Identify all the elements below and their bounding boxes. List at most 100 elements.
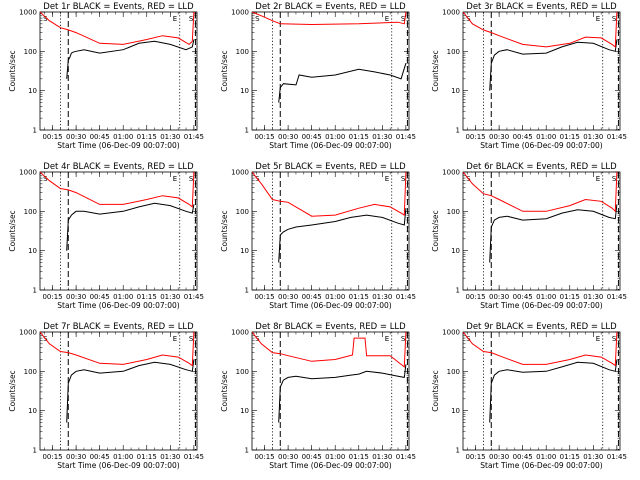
y-tick-label: 100 — [236, 48, 249, 56]
plot-frame — [251, 171, 410, 291]
x-tick-label: 00:15 — [42, 133, 62, 141]
x-tick-label: 00:45 — [302, 293, 322, 301]
x-tick-label: 00:45 — [513, 453, 533, 461]
plot-frame — [462, 11, 621, 131]
y-tick-label: 10 — [240, 407, 249, 415]
marker-label-e: E — [173, 335, 177, 343]
x-tick-label: 01:00 — [536, 133, 556, 141]
x-tick-label: 01:15 — [560, 453, 580, 461]
x-axis-label: Start Time (06-Dec-09 00:07:00) — [269, 141, 391, 150]
marker-label-e: E — [173, 175, 177, 183]
y-axis-label: Counts/sec — [431, 370, 440, 411]
y-tick-label: 10 — [28, 247, 37, 255]
x-tick-label: 01:45 — [396, 293, 416, 301]
y-tick-label: 1000 — [19, 9, 37, 17]
panel-7: Det 7r BLACK = Events, RED = LLD 1 10 100 10… — [8, 322, 204, 470]
y-axis-label: Counts/sec — [431, 50, 440, 91]
x-tick-label: 01:00 — [113, 293, 133, 301]
x-tick-label: 01:30 — [583, 133, 603, 141]
series-lld-line — [252, 332, 407, 368]
marker-label-s2: S — [401, 15, 406, 23]
series-lld-line — [40, 172, 195, 208]
panel-9: Det 9r BLACK = Events, RED = LLD 1 10 100 10… — [431, 322, 627, 470]
series-lld-line — [463, 12, 618, 48]
y-tick-label: 100 — [24, 208, 37, 216]
y-tick-label: 100 — [24, 48, 37, 56]
marker-label-s2: S — [612, 335, 617, 343]
x-tick-label: 00:30 — [66, 293, 86, 301]
x-tick-label: 01:45 — [184, 453, 204, 461]
series-events-line — [66, 202, 195, 251]
y-tick-label: 1 — [456, 127, 460, 135]
y-tick-label: 1000 — [231, 169, 249, 177]
plot-frame — [39, 331, 198, 451]
x-axis-label: Start Time (06-Dec-09 00:07:00) — [480, 141, 602, 150]
plot-frame — [251, 331, 410, 451]
x-tick-label: 01:00 — [113, 133, 133, 141]
x-tick-label: 00:45 — [90, 453, 110, 461]
x-tick-label: 01:45 — [184, 293, 204, 301]
y-tick-label: 10 — [451, 87, 460, 95]
x-tick-label: 01:30 — [372, 133, 392, 141]
y-tick-label: 1 — [245, 127, 249, 135]
panel-8: Det 8r BLACK = Events, RED = LLD 1 10 100 10… — [220, 322, 416, 470]
y-axis-label: Counts/sec — [220, 210, 229, 251]
x-axis-label: Start Time (06-Dec-09 00:07:00) — [57, 141, 179, 150]
x-tick-label: 01:00 — [325, 453, 345, 461]
y-tick-label: 10 — [28, 87, 37, 95]
plot-frame — [462, 331, 621, 451]
panel-1: Det 1r BLACK = Events, RED = LLD 1 10 100 10… — [8, 2, 204, 150]
y-tick-label: 10 — [240, 87, 249, 95]
x-tick-label: 01:45 — [607, 133, 627, 141]
x-tick-label: 01:45 — [396, 453, 416, 461]
x-tick-label: 01:30 — [160, 453, 180, 461]
panel-title: Det 1r BLACK = Events, RED = LLD — [43, 2, 194, 12]
x-tick-label: 01:00 — [536, 453, 556, 461]
x-tick-label: 01:45 — [607, 453, 627, 461]
x-tick-label: 00:30 — [278, 293, 298, 301]
series-lld-line — [252, 12, 407, 26]
x-axis-label: Start Time (06-Dec-09 00:07:00) — [269, 301, 391, 310]
y-tick-label: 100 — [236, 368, 249, 376]
x-tick-label: 01:00 — [325, 293, 345, 301]
panel-2: Det 2r BLACK = Events, RED = LLD 1 10 100 10… — [220, 2, 416, 150]
panel-title: Det 4r BLACK = Events, RED = LLD — [43, 162, 194, 172]
y-tick-label: 1000 — [19, 169, 37, 177]
series-lld-line — [463, 172, 618, 213]
panel-title: Det 7r BLACK = Events, RED = LLD — [43, 322, 194, 332]
marker-label-e: E — [596, 335, 600, 343]
x-axis-label: Start Time (06-Dec-09 00:07:00) — [480, 461, 602, 470]
x-tick-label: 01:15 — [137, 453, 157, 461]
x-tick-label: 01:15 — [137, 293, 157, 301]
x-tick-label: 00:30 — [489, 133, 509, 141]
x-tick-label: 00:30 — [278, 133, 298, 141]
series-events-line — [278, 208, 407, 263]
y-tick-label: 100 — [447, 208, 460, 216]
y-tick-label: 1 — [456, 287, 460, 295]
panel-title: Det 5r BLACK = Events, RED = LLD — [255, 162, 406, 172]
x-tick-label: 00:15 — [42, 293, 62, 301]
y-tick-label: 100 — [447, 368, 460, 376]
y-tick-label: 1000 — [442, 329, 460, 337]
x-tick-label: 01:30 — [372, 453, 392, 461]
panel-title: Det 8r BLACK = Events, RED = LLD — [255, 322, 406, 332]
panel-5: Det 5r BLACK = Events, RED = LLD 1 10 100 10… — [220, 162, 416, 310]
series-events-line — [489, 204, 618, 263]
x-tick-label: 00:30 — [489, 453, 509, 461]
marker-label-e: E — [596, 15, 600, 23]
plot-frame — [39, 171, 198, 291]
marker-label-e: E — [385, 335, 389, 343]
x-tick-label: 01:15 — [349, 293, 369, 301]
y-tick-label: 1000 — [231, 329, 249, 337]
y-tick-label: 10 — [28, 407, 37, 415]
panel-3: Det 3r BLACK = Events, RED = LLD 1 10 100 10… — [431, 2, 627, 150]
panel-title: Det 3r BLACK = Events, RED = LLD — [466, 2, 617, 12]
series-lld-line — [463, 332, 618, 367]
x-tick-label: 01:30 — [583, 293, 603, 301]
marker-label-s2: S — [189, 15, 194, 23]
plot-frame — [462, 171, 621, 291]
series-lld-line — [40, 332, 195, 367]
y-axis-label: Counts/sec — [220, 50, 229, 91]
x-tick-label: 00:45 — [90, 293, 110, 301]
plot-frame — [251, 11, 410, 131]
